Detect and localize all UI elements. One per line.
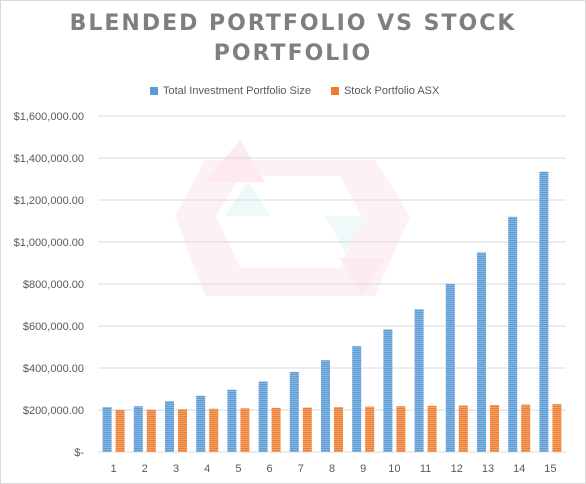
x-tick-label: 8 [329, 463, 335, 475]
bar-total-portfolio [196, 395, 206, 452]
y-tick-label: $600,000.00 [23, 321, 84, 333]
y-tick-label: $400,000.00 [23, 363, 84, 375]
x-tick-label: 11 [420, 463, 431, 475]
watermark-hexagon [175, 160, 410, 296]
bar-total-portfolio [165, 401, 174, 452]
watermark-logo [175, 140, 410, 296]
bar-stock-portfolio [178, 409, 187, 452]
legend-item-stock: Stock Portfolio ASX [330, 85, 440, 97]
watermark-hexagon-inner [216, 176, 362, 268]
x-tick-label: 5 [235, 463, 241, 475]
watermark-triangle-3 [325, 216, 365, 252]
bar-stock-portfolio [396, 406, 406, 452]
y-tick-label: $1,600,000.00 [14, 111, 84, 123]
bar-total-portfolio [133, 406, 143, 452]
bar-stock-portfolio [365, 406, 375, 452]
chart-title-line-2: PORTFOLIO [213, 41, 373, 66]
x-tick-label: 7 [298, 463, 304, 475]
x-tick-label: 12 [451, 463, 463, 475]
bar-total-portfolio [383, 329, 393, 452]
x-tick-label: 9 [360, 463, 366, 475]
bar-stock-portfolio [334, 407, 343, 452]
bar-total-portfolio [321, 360, 330, 452]
chart-title-line-1: BLENDED PORTFOLIO VS STOCK [69, 11, 517, 36]
bar-stock-portfolio [302, 407, 312, 452]
legend-label-total: Total Investment Portfolio Size [163, 85, 311, 97]
x-tick-label: 14 [513, 463, 525, 475]
watermark-triangle-4 [340, 258, 385, 296]
legend-item-total: Total Investment Portfolio Size [150, 85, 311, 97]
bar-stock-portfolio [490, 404, 499, 452]
x-tick-label: 4 [204, 463, 210, 475]
bar-stock-portfolio [521, 404, 531, 452]
y-tick-label: $1,200,000.00 [14, 195, 84, 207]
bar-total-portfolio [445, 284, 455, 452]
bar-stock-portfolio [240, 408, 250, 452]
bar-stock-portfolio [458, 405, 468, 452]
bar-total-portfolio [289, 371, 299, 452]
watermark-triangle-1 [205, 140, 265, 182]
x-tick-label: 10 [388, 463, 400, 475]
x-tick-label: 15 [544, 463, 556, 475]
y-tick-label: $1,400,000.00 [14, 153, 84, 165]
bar-total-portfolio [352, 346, 362, 452]
bar-stock-portfolio [146, 409, 156, 452]
bar-total-portfolio [508, 216, 518, 452]
legend-swatch-stock [330, 87, 339, 95]
bar-total-portfolio [258, 381, 268, 452]
bar-total-portfolio [102, 407, 112, 452]
legend-swatch-total [150, 87, 158, 95]
y-tick-label: $1,000,000.00 [14, 237, 84, 249]
x-tick-label: 13 [482, 463, 494, 475]
bar-total-portfolio [539, 171, 549, 452]
legend-label-stock: Stock Portfolio ASX [343, 85, 440, 97]
bar-stock-portfolio [427, 405, 437, 452]
x-tick-label: 2 [142, 463, 148, 475]
bar-stock-portfolio [552, 404, 562, 452]
bar-total-portfolio [227, 389, 237, 452]
bar-stock-portfolio [209, 408, 219, 452]
x-tick-label: 1 [111, 463, 117, 475]
bar-stock-portfolio [115, 410, 125, 452]
y-tick-label: $800,000.00 [23, 279, 84, 291]
y-tick-label: $- [74, 447, 84, 459]
bar-total-portfolio [414, 309, 424, 452]
y-tick-label: $200,000.00 [23, 405, 84, 417]
bar-stock-portfolio [271, 407, 281, 452]
chart-legend: Total Investment Portfolio Size Stock Po… [150, 84, 439, 98]
bar-total-portfolio [477, 252, 486, 452]
x-tick-label: 3 [173, 463, 179, 475]
x-tick-label: 6 [267, 463, 273, 475]
watermark-triangle-2 [225, 180, 270, 216]
